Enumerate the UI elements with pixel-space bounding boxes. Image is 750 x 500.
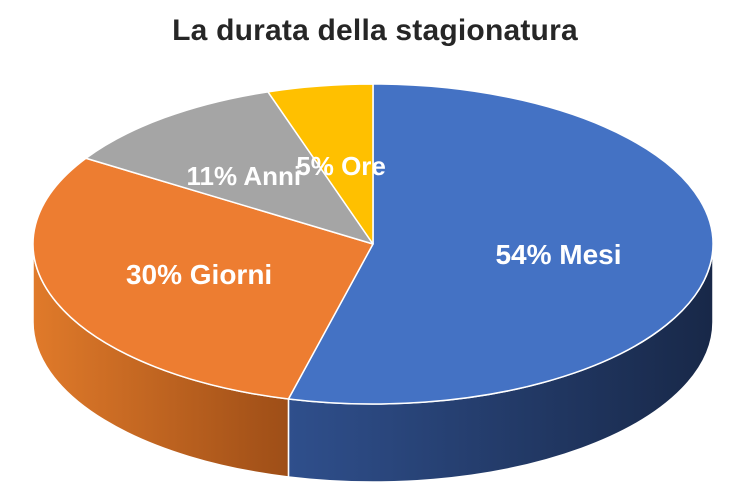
slice-label-ore: 5% Ore [296, 151, 386, 181]
pie-slice-giorni [32, 157, 374, 400]
pie-slice-anni [85, 91, 374, 245]
chart-title: La durata della stagionatura [172, 14, 578, 47]
slice-label-mesi: 54% Mesi [495, 239, 621, 270]
slice-label-giorni: 30% Giorni [126, 259, 272, 290]
pie-slice-mesi [287, 83, 714, 405]
slice-label-anni: 11% Anni [186, 161, 301, 191]
pie-slice-ore [267, 83, 374, 245]
